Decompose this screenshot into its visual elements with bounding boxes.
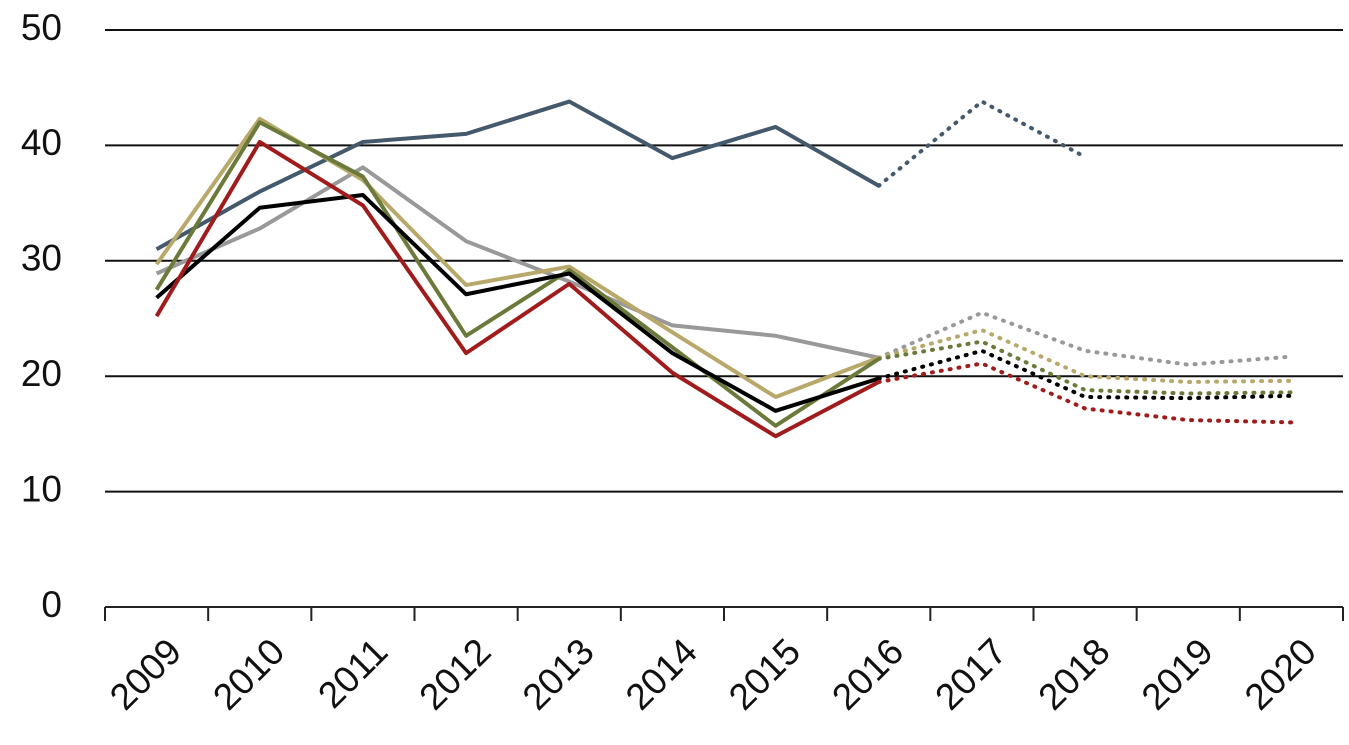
y-tick-label: 0 [41, 584, 62, 625]
x-tick-label: 2016 [824, 631, 911, 718]
y-tick-label: 20 [21, 353, 62, 394]
x-tick-label: 2009 [102, 631, 189, 718]
x-tick-label: 2018 [1030, 631, 1117, 718]
series-line [155, 165, 880, 360]
series-line [876, 339, 1294, 396]
x-tick-label: 2013 [515, 631, 602, 718]
series-line [876, 310, 1294, 367]
series-line [876, 99, 1088, 188]
series-line [155, 99, 880, 252]
x-tick-label: 2020 [1237, 631, 1324, 718]
y-tick-label: 50 [21, 7, 62, 48]
x-tick-label: 2010 [205, 631, 292, 718]
series-line [154, 139, 880, 439]
y-tick-label: 10 [21, 468, 62, 509]
x-tick-label: 2019 [1134, 631, 1221, 718]
x-tick-label: 2014 [618, 631, 705, 718]
x-tick-label: 2017 [927, 631, 1014, 718]
x-tick-label: 2011 [310, 631, 395, 716]
y-tick-label: 30 [21, 238, 62, 279]
series-line [154, 120, 880, 428]
series-line [155, 193, 880, 413]
x-tick-label: 2015 [721, 631, 808, 718]
series-line [876, 348, 1294, 401]
y-tick-label: 40 [21, 122, 62, 163]
x-tick-label: 2012 [411, 631, 498, 718]
series-line [876, 328, 1294, 384]
series-line [154, 116, 880, 399]
series-line [876, 361, 1294, 425]
